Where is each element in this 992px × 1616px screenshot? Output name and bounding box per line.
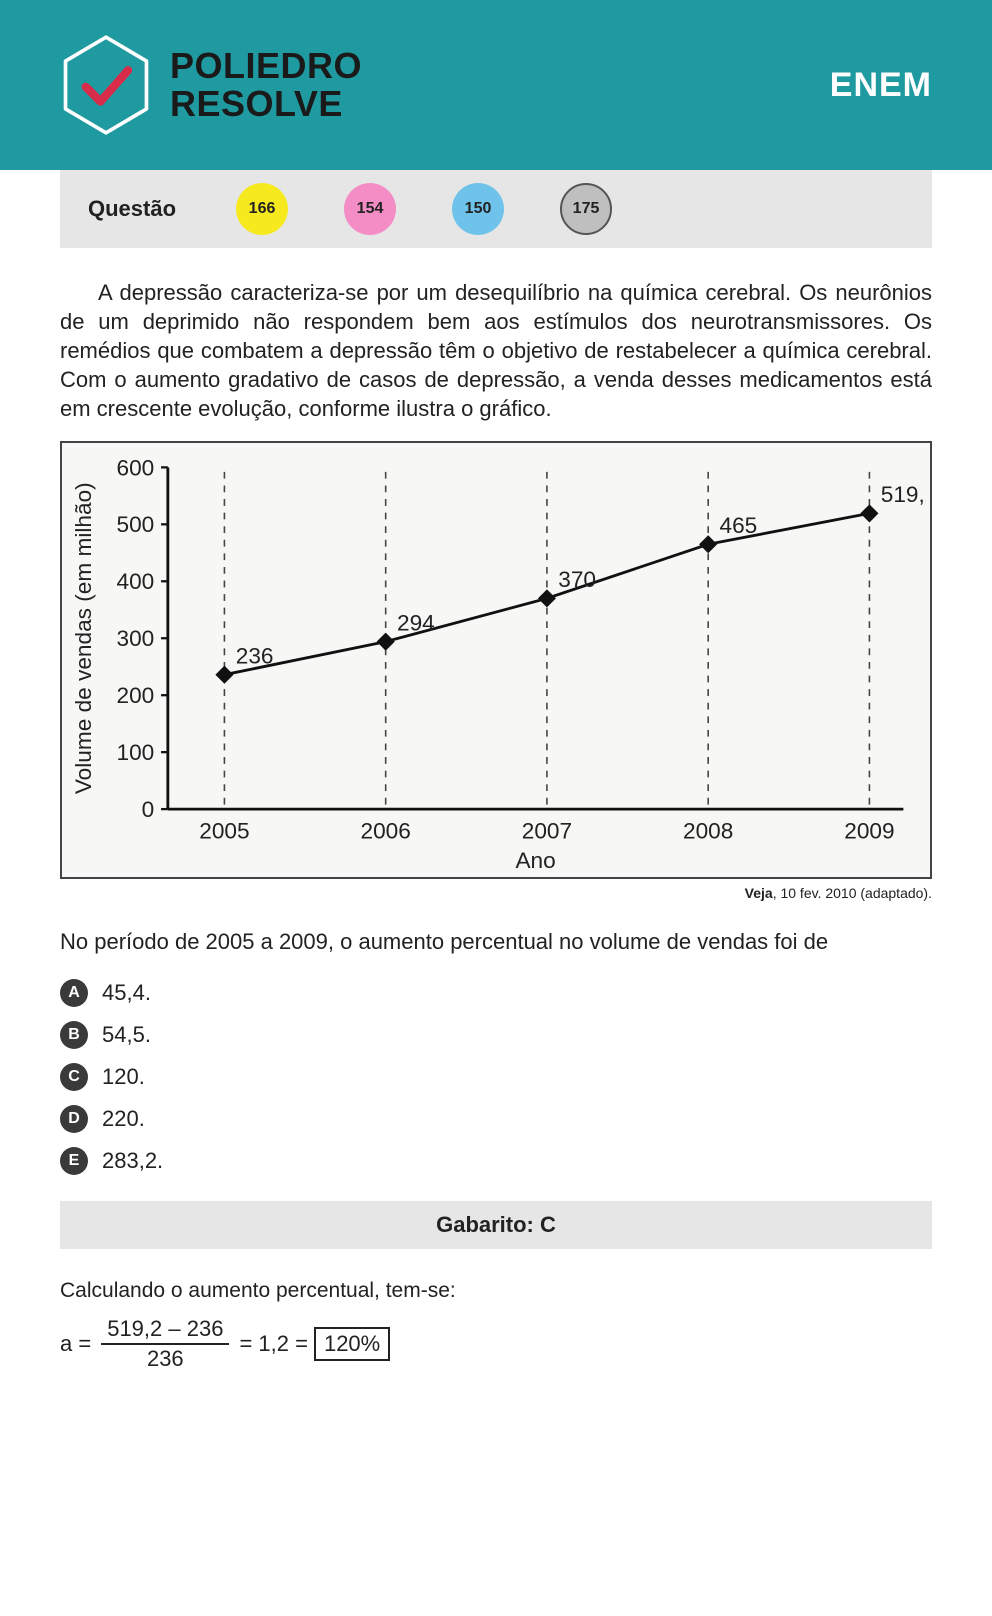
svg-text:0: 0 — [142, 797, 155, 822]
svg-text:2009: 2009 — [844, 819, 894, 844]
option-e[interactable]: E 283,2. — [60, 1147, 932, 1175]
option-text: 45,4. — [102, 980, 151, 1006]
formula-denominator: 236 — [147, 1345, 184, 1371]
option-c[interactable]: C 120. — [60, 1063, 932, 1091]
svg-text:465: 465 — [719, 513, 757, 538]
answer-key-bar: Gabarito: C — [60, 1201, 932, 1249]
svg-text:2005: 2005 — [199, 819, 249, 844]
passage-text: A depressão caracteriza-se por um desequ… — [60, 280, 932, 421]
formula-mid: = 1,2 = — [239, 1331, 308, 1357]
formula-lhs: a = — [60, 1331, 91, 1357]
option-letter: E — [60, 1147, 88, 1175]
answer-options: A 45,4. B 54,5. C 120. D 220. E 283,2. — [60, 979, 932, 1175]
formula-result-boxed: 120% — [314, 1327, 390, 1361]
exam-label: ENEM — [830, 66, 932, 105]
option-text: 54,5. — [102, 1022, 151, 1048]
solution-intro: Calculando o aumento percentual, tem-se: — [60, 1279, 932, 1303]
logo-line1: POLIEDRO — [170, 47, 362, 85]
svg-text:300: 300 — [117, 626, 155, 651]
svg-text:Volume de vendas (em milhão): Volume de vendas (em milhão) — [71, 482, 96, 794]
option-b[interactable]: B 54,5. — [60, 1021, 932, 1049]
formula-fraction: 519,2 – 236 236 — [101, 1317, 229, 1371]
option-letter: B — [60, 1021, 88, 1049]
logo-line2: RESOLVE — [170, 85, 362, 123]
option-letter: C — [60, 1063, 88, 1091]
page-header: POLIEDRO RESOLVE ENEM — [0, 0, 992, 170]
svg-text:400: 400 — [117, 569, 155, 594]
option-d[interactable]: D 220. — [60, 1105, 932, 1133]
svg-text:100: 100 — [117, 740, 155, 765]
caption-source-bold: Veja — [745, 885, 773, 901]
svg-text:200: 200 — [117, 683, 155, 708]
logo-group: POLIEDRO RESOLVE — [60, 33, 362, 137]
svg-text:Ano: Ano — [515, 848, 555, 873]
badge-row: 166 154 150 175 — [236, 183, 612, 235]
option-text: 283,2. — [102, 1148, 163, 1174]
option-letter: D — [60, 1105, 88, 1133]
option-text: 120. — [102, 1064, 145, 1090]
option-letter: A — [60, 979, 88, 1007]
option-text: 220. — [102, 1106, 145, 1132]
sales-chart: 0 100 200 300 400 500 600 2005 2006 2007 2008 2009 2… — [60, 441, 932, 879]
answer-key-text: Gabarito: C — [436, 1212, 556, 1238]
chart-caption: Veja, 10 fev. 2010 (adaptado). — [60, 885, 932, 901]
svg-text:600: 600 — [117, 455, 155, 480]
badge-blue: 150 — [452, 183, 504, 235]
badge-gray: 175 — [560, 183, 612, 235]
badge-yellow: 166 — [236, 183, 288, 235]
svg-text:370: 370 — [558, 567, 596, 592]
badge-pink: 154 — [344, 183, 396, 235]
svg-text:2006: 2006 — [360, 819, 410, 844]
formula-numerator: 519,2 – 236 — [101, 1317, 229, 1345]
question-prompt: No período de 2005 a 2009, o aumento per… — [60, 927, 932, 957]
svg-text:500: 500 — [117, 512, 155, 537]
chart-svg: 0 100 200 300 400 500 600 2005 2006 2007 2008 2009 2… — [66, 447, 926, 877]
poliedro-hex-icon — [60, 33, 152, 137]
option-a[interactable]: A 45,4. — [60, 979, 932, 1007]
svg-text:294: 294 — [397, 610, 435, 635]
svg-text:236: 236 — [236, 644, 274, 669]
svg-text:519,2: 519,2 — [881, 482, 926, 507]
question-label: Questão — [88, 196, 176, 222]
svg-text:2008: 2008 — [683, 819, 733, 844]
caption-source-rest: , 10 fev. 2010 (adaptado). — [773, 885, 932, 901]
solution-formula: a = 519,2 – 236 236 = 1,2 = 120% — [60, 1317, 932, 1371]
svg-text:2007: 2007 — [522, 819, 572, 844]
logo-text: POLIEDRO RESOLVE — [170, 47, 362, 123]
question-bar: Questão 166 154 150 175 — [60, 170, 932, 248]
question-passage: A depressão caracteriza-se por um desequ… — [60, 278, 932, 423]
